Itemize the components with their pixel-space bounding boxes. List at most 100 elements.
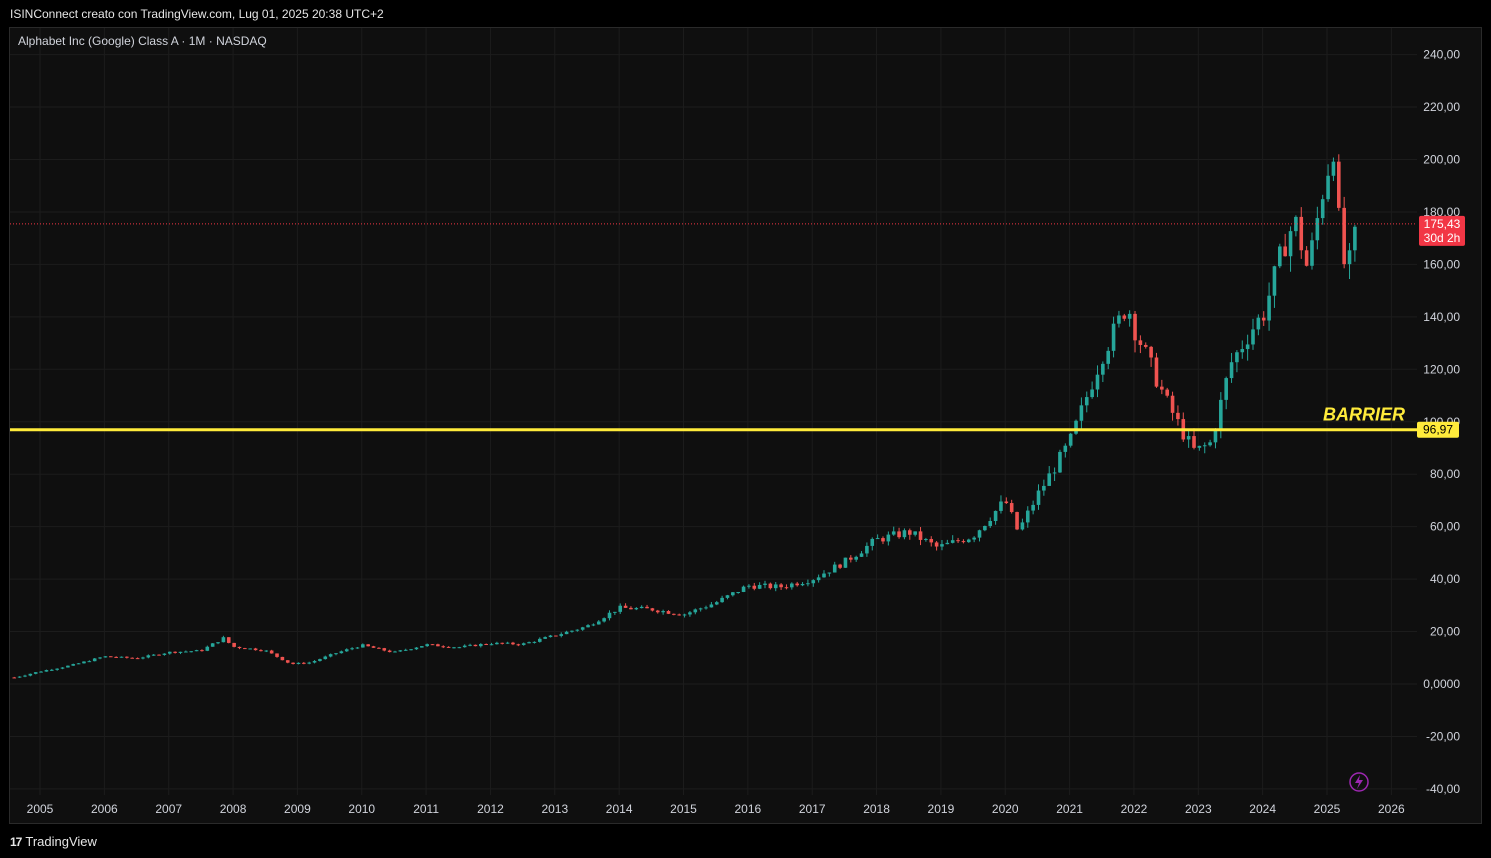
candle-body[interactable] (210, 643, 215, 647)
candle-body[interactable] (1315, 218, 1320, 241)
candle-body[interactable] (1294, 216, 1298, 232)
candle-body[interactable] (1326, 175, 1330, 200)
candle-body[interactable] (1106, 350, 1111, 364)
candle-body[interactable] (430, 644, 435, 646)
candle-body[interactable] (114, 656, 118, 658)
candle-body[interactable] (1229, 362, 1234, 379)
candle-body[interactable] (940, 544, 944, 547)
candle-body[interactable] (1031, 504, 1035, 511)
candle-body[interactable] (221, 637, 226, 643)
candle-body[interactable] (672, 613, 676, 615)
candle-body[interactable] (377, 647, 381, 649)
candle-body[interactable] (731, 592, 735, 596)
candle-body[interactable] (264, 650, 269, 652)
candle-body[interactable] (596, 621, 601, 625)
candle-body[interactable] (934, 542, 939, 547)
candle-body[interactable] (1299, 216, 1304, 251)
candle-body[interactable] (146, 655, 151, 658)
candle-body[interactable] (1202, 445, 1207, 447)
candle-body[interactable] (865, 545, 869, 554)
candle-body[interactable] (623, 605, 628, 608)
candle-body[interactable] (1020, 522, 1025, 530)
candle-body[interactable] (1138, 340, 1143, 345)
candle-body[interactable] (323, 656, 328, 660)
candle-body[interactable] (253, 648, 258, 651)
candle-body[interactable] (816, 577, 821, 581)
candle-body[interactable] (1224, 378, 1228, 400)
candle-body[interactable] (12, 677, 17, 679)
candle-body[interactable] (1068, 433, 1073, 446)
candle-body[interactable] (950, 540, 955, 543)
candle-body[interactable] (119, 656, 124, 658)
candle-body[interactable] (897, 531, 901, 538)
candle-body[interactable] (39, 671, 43, 673)
candle-body[interactable] (403, 649, 408, 651)
candle-body[interactable] (1117, 315, 1121, 324)
candle-body[interactable] (682, 614, 687, 616)
candle-body[interactable] (103, 656, 108, 658)
candle-body[interactable] (291, 662, 295, 664)
candle-body[interactable] (92, 658, 97, 662)
tradingview-logo[interactable]: 17 TradingView (10, 834, 97, 849)
candle-body[interactable] (1235, 352, 1239, 363)
candle-body[interactable] (1278, 246, 1282, 267)
candle-body[interactable] (366, 644, 370, 647)
candle-body[interactable] (1331, 161, 1336, 176)
candle-body[interactable] (1176, 412, 1180, 420)
candle-body[interactable] (216, 642, 220, 644)
candle-body[interactable] (55, 668, 59, 670)
candle-body[interactable] (752, 585, 757, 589)
candle-body[interactable] (966, 539, 971, 543)
candle-body[interactable] (414, 647, 419, 650)
candle-body[interactable] (135, 658, 140, 660)
candle-body[interactable] (393, 651, 397, 653)
candle-body[interactable] (639, 606, 644, 609)
candle-body[interactable] (698, 608, 703, 610)
candle-body[interactable] (580, 627, 585, 630)
candle-body[interactable] (44, 670, 49, 672)
candle-body[interactable] (1336, 161, 1341, 208)
candle-body[interactable] (747, 585, 751, 587)
barrier-price-badge[interactable] (1417, 421, 1459, 438)
candle-body[interactable] (1208, 442, 1212, 446)
candle-body[interactable] (870, 538, 875, 546)
candle-body[interactable] (999, 501, 1003, 511)
candle-body[interactable] (811, 580, 816, 584)
candle-body[interactable] (489, 644, 494, 646)
candle-body[interactable] (618, 605, 623, 612)
candle-body[interactable] (205, 646, 210, 651)
candle-body[interactable] (184, 651, 188, 653)
candle-body[interactable] (773, 584, 778, 589)
candle-body[interactable] (76, 663, 81, 665)
candle-body[interactable] (875, 538, 880, 540)
candle-body[interactable] (516, 644, 521, 646)
candle-body[interactable] (1042, 485, 1046, 491)
candle-body[interactable] (741, 586, 746, 592)
candle-body[interactable] (17, 676, 22, 678)
candle-body[interactable] (1240, 349, 1245, 353)
candle-body[interactable] (1004, 501, 1009, 504)
candle-body[interactable] (350, 648, 354, 650)
candle-body[interactable] (361, 644, 365, 648)
candle-body[interactable] (650, 608, 655, 611)
candle-body[interactable] (66, 665, 70, 668)
candle-body[interactable] (478, 644, 483, 647)
candle-body[interactable] (108, 656, 113, 658)
candle-body[interactable] (1283, 246, 1287, 257)
candle-body[interactable] (173, 651, 177, 653)
candle-body[interactable] (28, 673, 33, 676)
candle-body[interactable] (302, 662, 306, 664)
candle-body[interactable] (709, 604, 714, 608)
candle-body[interactable] (280, 656, 285, 661)
candle-body[interactable] (607, 612, 612, 619)
candle-body[interactable] (902, 530, 907, 538)
candle-body[interactable] (1079, 405, 1084, 421)
candle-body[interactable] (200, 650, 204, 652)
candle-body[interactable] (312, 660, 317, 663)
candle-body[interactable] (859, 553, 864, 557)
candle-body[interactable] (1347, 250, 1352, 265)
candle-body[interactable] (1160, 386, 1164, 390)
candle-body[interactable] (1310, 240, 1314, 266)
candle-body[interactable] (725, 595, 730, 598)
